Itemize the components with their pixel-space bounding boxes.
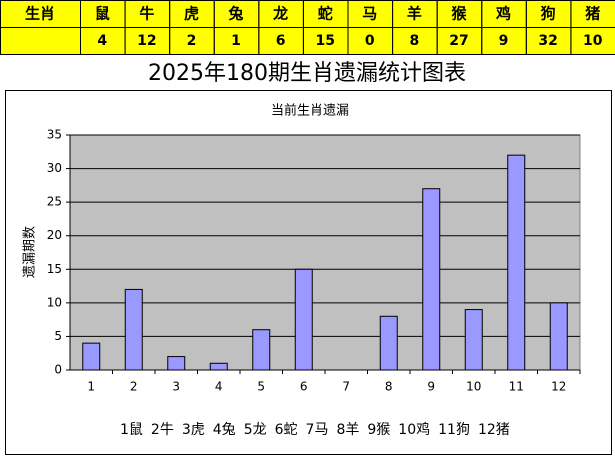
table-header: 虎 xyxy=(184,5,199,23)
y-axis-label: 遗漏期数 xyxy=(22,226,38,278)
table-header: 狗 xyxy=(541,5,556,23)
table-header: 兔 xyxy=(228,5,244,23)
table-header: 羊 xyxy=(407,5,422,23)
table-value: 6 xyxy=(276,33,286,49)
x-tick-label: 8 xyxy=(385,380,393,394)
bar xyxy=(507,154,526,371)
y-tick-label: 10 xyxy=(47,295,62,309)
x-tick-label: 12 xyxy=(551,380,566,394)
bar xyxy=(464,309,483,371)
bar xyxy=(294,268,313,371)
table-value: 10 xyxy=(583,33,603,49)
table-header: 牛 xyxy=(139,5,154,23)
x-tick-label: 6 xyxy=(300,380,308,394)
y-tick-label: 5 xyxy=(54,329,62,343)
table-header: 鸡 xyxy=(495,5,511,23)
bar xyxy=(167,356,186,371)
table-value: 27 xyxy=(449,33,468,49)
x-tick-label: 4 xyxy=(215,380,223,394)
bar xyxy=(82,342,101,371)
bar xyxy=(379,315,398,371)
table-cell xyxy=(570,27,615,55)
table-header: 蛇 xyxy=(318,5,333,23)
caption-item: 1鼠 xyxy=(120,422,143,438)
table-header: 鼠 xyxy=(95,5,110,23)
caption-item: 3虎 xyxy=(182,422,205,438)
y-tick-label: 35 xyxy=(47,128,62,142)
plot-area xyxy=(69,134,581,371)
y-tick-label: 15 xyxy=(47,262,62,276)
x-tick-label: 10 xyxy=(466,380,481,394)
y-tick-label: 30 xyxy=(47,161,62,175)
x-tick-label: 1 xyxy=(87,380,95,394)
caption-item: 9猴 xyxy=(367,422,390,438)
caption-item: 7马 xyxy=(306,422,329,438)
caption-item: 5龙 xyxy=(244,422,267,438)
table-value: 1 xyxy=(231,33,241,49)
page-title: 2025年180期生肖遗漏统计图表 xyxy=(148,61,466,86)
x-tick-label: 2 xyxy=(130,380,138,394)
caption-item: 2牛 xyxy=(151,422,174,438)
caption-item: 11狗 xyxy=(438,422,470,438)
table-value: 32 xyxy=(538,33,557,49)
table-value: 12 xyxy=(137,33,156,49)
table-value: 0 xyxy=(365,33,375,49)
table-value: 15 xyxy=(315,33,334,49)
caption-item: 4兔 xyxy=(213,422,236,438)
table-header: 猴 xyxy=(451,5,467,23)
table-header: 生肖 xyxy=(25,5,55,23)
caption-item: 6蛇 xyxy=(275,422,298,438)
x-tick-label: 5 xyxy=(257,380,265,394)
chart-title: 当前生肖遗漏 xyxy=(271,103,349,119)
table-value: 4 xyxy=(97,33,107,49)
table-value: 9 xyxy=(499,33,509,49)
x-tick-label: 7 xyxy=(342,380,350,394)
table-value: 8 xyxy=(410,33,420,49)
y-tick-label: 25 xyxy=(47,195,62,209)
caption-item: 8羊 xyxy=(336,422,359,438)
table-header: 龙 xyxy=(272,5,288,23)
y-tick-label: 0 xyxy=(54,363,62,377)
bar xyxy=(422,188,441,371)
bar xyxy=(209,362,228,371)
x-tick-label: 3 xyxy=(172,380,180,394)
table-header: 马 xyxy=(362,5,377,23)
table-header: 猪 xyxy=(584,5,600,23)
bar xyxy=(124,288,143,371)
x-tick-label: 11 xyxy=(509,380,524,394)
table-value: 2 xyxy=(187,33,197,49)
bar xyxy=(252,329,271,371)
bar xyxy=(549,302,568,371)
caption-item: 12猪 xyxy=(478,422,510,438)
y-tick-label: 20 xyxy=(47,228,62,242)
x-tick-label: 9 xyxy=(427,380,435,394)
caption-item: 10鸡 xyxy=(398,421,430,438)
